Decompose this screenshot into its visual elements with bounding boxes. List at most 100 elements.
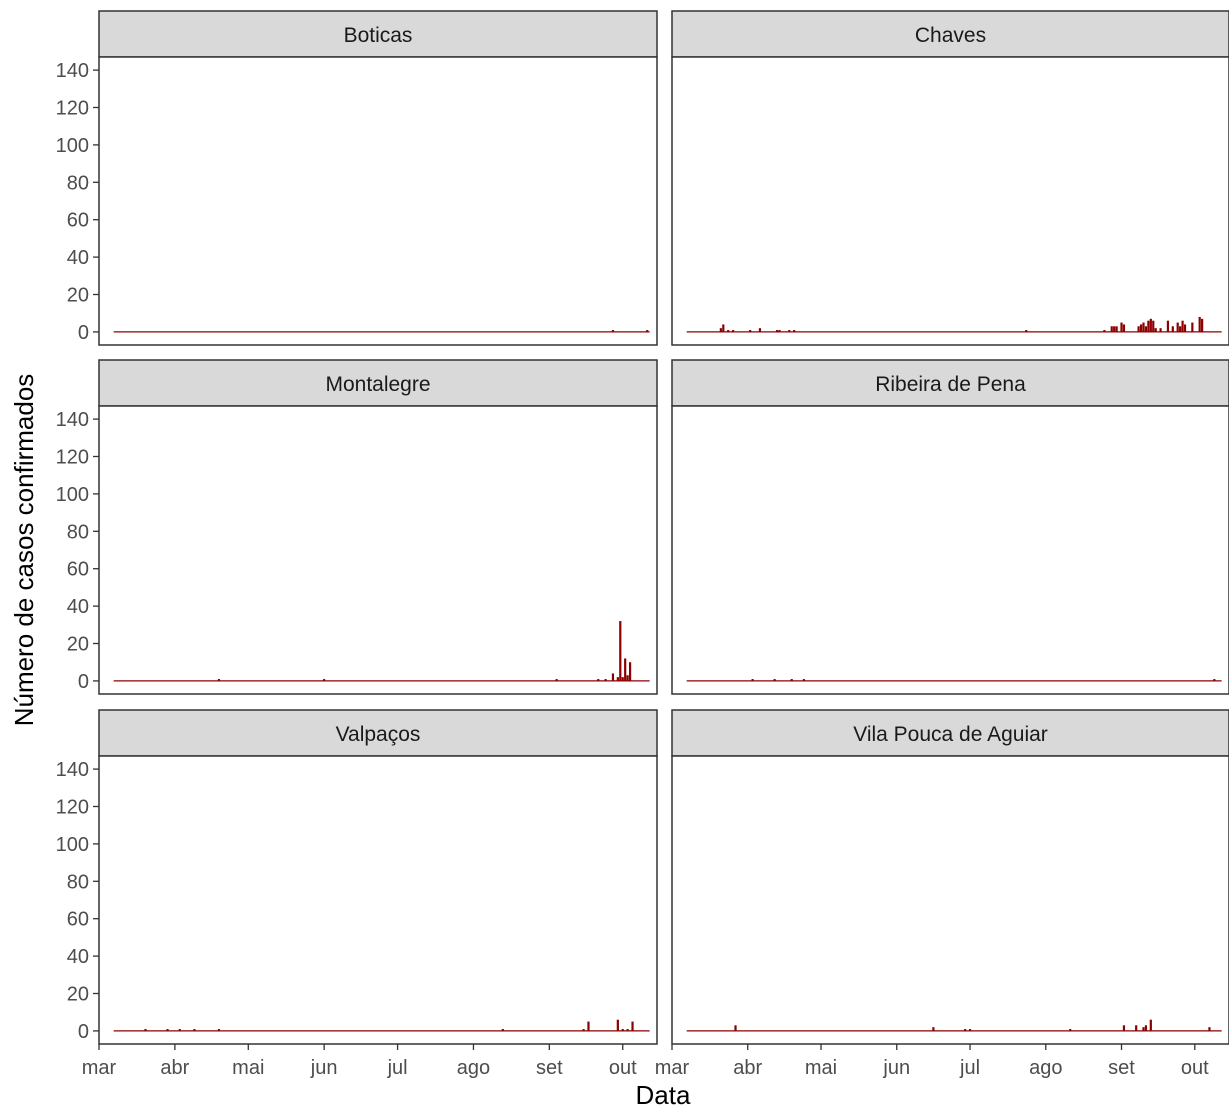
panel-title: Montalegre	[325, 373, 430, 396]
panel-title: Valpaços	[336, 723, 421, 746]
bar	[778, 330, 781, 332]
panel-plot-area	[671, 56, 1229, 346]
bar	[1149, 1019, 1152, 1031]
bar	[749, 330, 752, 332]
bar	[731, 330, 735, 332]
bar	[582, 1029, 585, 1031]
bar	[144, 1029, 147, 1031]
y-tick-label: 20	[67, 634, 89, 656]
x-tick-label: ago	[1029, 1057, 1062, 1079]
bar	[628, 662, 632, 681]
bar	[1144, 326, 1148, 332]
bar	[802, 679, 806, 681]
panel-plot-area	[671, 755, 1229, 1045]
x-tick-label: jul	[387, 1057, 408, 1079]
bar	[1179, 326, 1182, 332]
bar	[1198, 316, 1201, 332]
bar	[775, 330, 779, 332]
bar	[722, 324, 725, 332]
bar	[734, 1025, 737, 1031]
x-tick-label: mar	[655, 1057, 690, 1079]
bar	[790, 679, 793, 681]
panel-strip	[98, 359, 658, 407]
panel-strip	[671, 359, 1229, 407]
y-tick-label: 60	[67, 559, 89, 581]
bar	[323, 679, 326, 681]
bar	[1144, 1025, 1148, 1031]
x-tick-label: set	[1108, 1057, 1135, 1079]
y-tick-label: 20	[67, 285, 89, 307]
bar	[1115, 326, 1118, 332]
bar	[624, 658, 627, 681]
panel: Vila Pouca de Aguiar	[671, 709, 1229, 1045]
y-tick-label: 20	[67, 984, 89, 1006]
panel-plot-area	[671, 405, 1229, 695]
panel-plot-area	[98, 755, 658, 1045]
y-tick-label: 100	[56, 484, 89, 506]
bar	[1025, 330, 1028, 332]
y-tick-label: 0	[78, 671, 89, 693]
bar	[611, 673, 615, 681]
bar	[727, 330, 730, 332]
y-tick-label: 140	[56, 60, 89, 82]
bar	[1139, 324, 1143, 332]
x-tick-label: out	[1181, 1057, 1209, 1079]
bar	[621, 1029, 624, 1031]
bar	[1135, 1025, 1138, 1031]
x-tick-label: abr	[160, 1057, 189, 1079]
panel-strip	[98, 709, 658, 757]
y-tick-label: 80	[67, 521, 89, 543]
panel-title: Chaves	[915, 24, 986, 47]
x-tick-label: out	[609, 1057, 637, 1079]
bar	[1176, 322, 1179, 332]
y-tick-label: 80	[67, 172, 89, 194]
panel-title: Ribeira de Pena	[875, 373, 1026, 396]
panel: Valpaços	[98, 709, 658, 1045]
bar	[501, 1029, 504, 1031]
y-tick-label: 100	[56, 135, 89, 157]
bar	[1183, 324, 1187, 332]
bar	[621, 677, 624, 681]
panel-strip	[671, 709, 1229, 757]
panel-plot-area	[98, 405, 658, 695]
y-tick-label: 0	[78, 322, 89, 344]
bar	[1069, 1029, 1072, 1031]
bar	[217, 1029, 221, 1031]
bar	[964, 1029, 967, 1031]
bar	[1191, 322, 1194, 332]
y-tick-label: 60	[67, 909, 89, 931]
bar	[626, 1029, 629, 1031]
y-tick-label: 140	[56, 409, 89, 431]
bar	[597, 679, 600, 681]
bar	[178, 1029, 181, 1031]
bar	[1213, 679, 1216, 681]
bar	[1142, 1027, 1145, 1031]
panel-strip	[671, 10, 1229, 58]
bar	[1147, 320, 1150, 332]
bar	[793, 330, 796, 332]
bar	[758, 328, 762, 332]
bar	[932, 1027, 935, 1031]
bar	[1159, 328, 1162, 332]
bar	[646, 330, 649, 332]
bar	[719, 328, 722, 332]
panels-layer: Boticas Chaves Montalegre Ribeira de Pena Va…	[98, 10, 1229, 1045]
bar	[1152, 320, 1155, 332]
bar	[193, 1029, 196, 1031]
bar	[616, 1019, 619, 1031]
y-tick-label: 120	[56, 97, 89, 119]
x-tick-label: jun	[310, 1057, 338, 1079]
bar	[1120, 322, 1123, 332]
bar	[611, 330, 615, 332]
bar	[631, 1021, 634, 1031]
bar	[616, 677, 619, 681]
y-tick-label: 40	[67, 247, 89, 269]
bar	[1208, 1027, 1211, 1031]
panel-strip	[98, 10, 658, 58]
panel-title: Vila Pouca de Aguiar	[853, 723, 1048, 746]
bar	[1122, 1025, 1126, 1031]
bar	[1137, 326, 1140, 332]
axes-layer: 0 20 40 60 80 100 120 140 0 20 40 60 80 100 120 140 0 20 4…	[56, 60, 1210, 1079]
x-tick-label: ago	[457, 1057, 490, 1079]
x-tick-label: mar	[82, 1057, 117, 1079]
